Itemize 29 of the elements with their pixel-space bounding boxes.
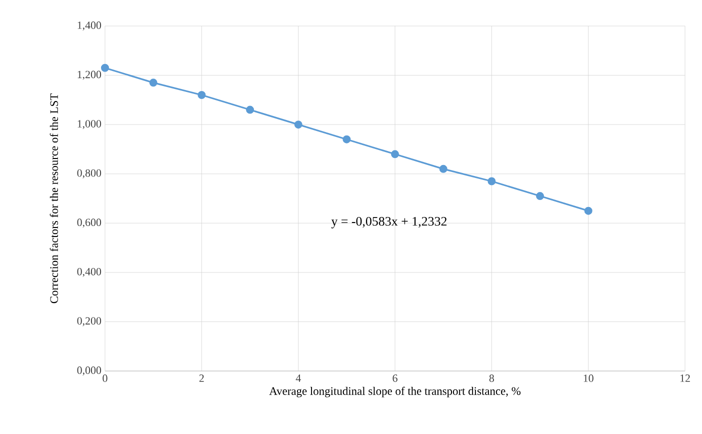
x-axis-title: Average longitudinal slope of the transport distance, % [269,386,521,398]
x-tick-label: 10 [584,374,594,382]
point [198,90,206,99]
x-tick-label: 6 [392,374,398,382]
y-tick-label: 0,800 [77,169,102,178]
x-tick-label: 4 [296,374,301,382]
y-tick-label: 0,600 [77,218,102,228]
point [101,64,109,72]
y-tick-label: 1,000 [78,120,102,130]
y-tick-label: 0,200 [77,317,102,326]
point [584,206,592,215]
x-tick-label: 8 [489,374,494,382]
point [536,192,544,200]
x-tick-label: 2 [199,374,204,382]
y-tick-label: 0,000 [77,366,102,376]
x-tick-label: 0 [102,374,108,382]
y-tick-label: 1,400 [78,22,102,30]
point [294,120,302,129]
y-tick-label: 0,400 [77,268,102,277]
point [149,78,158,87]
annotation: y = -0,0583x + 1,2332 [331,216,447,228]
point [488,177,496,186]
x-tick-label: 12 [680,374,690,382]
point [391,150,400,158]
y-tick-label: 1,200 [78,70,102,80]
point [439,164,448,173]
point [342,135,351,144]
point [246,106,254,114]
y-axis-title: Correction factors for the resource of the LST [50,94,58,304]
